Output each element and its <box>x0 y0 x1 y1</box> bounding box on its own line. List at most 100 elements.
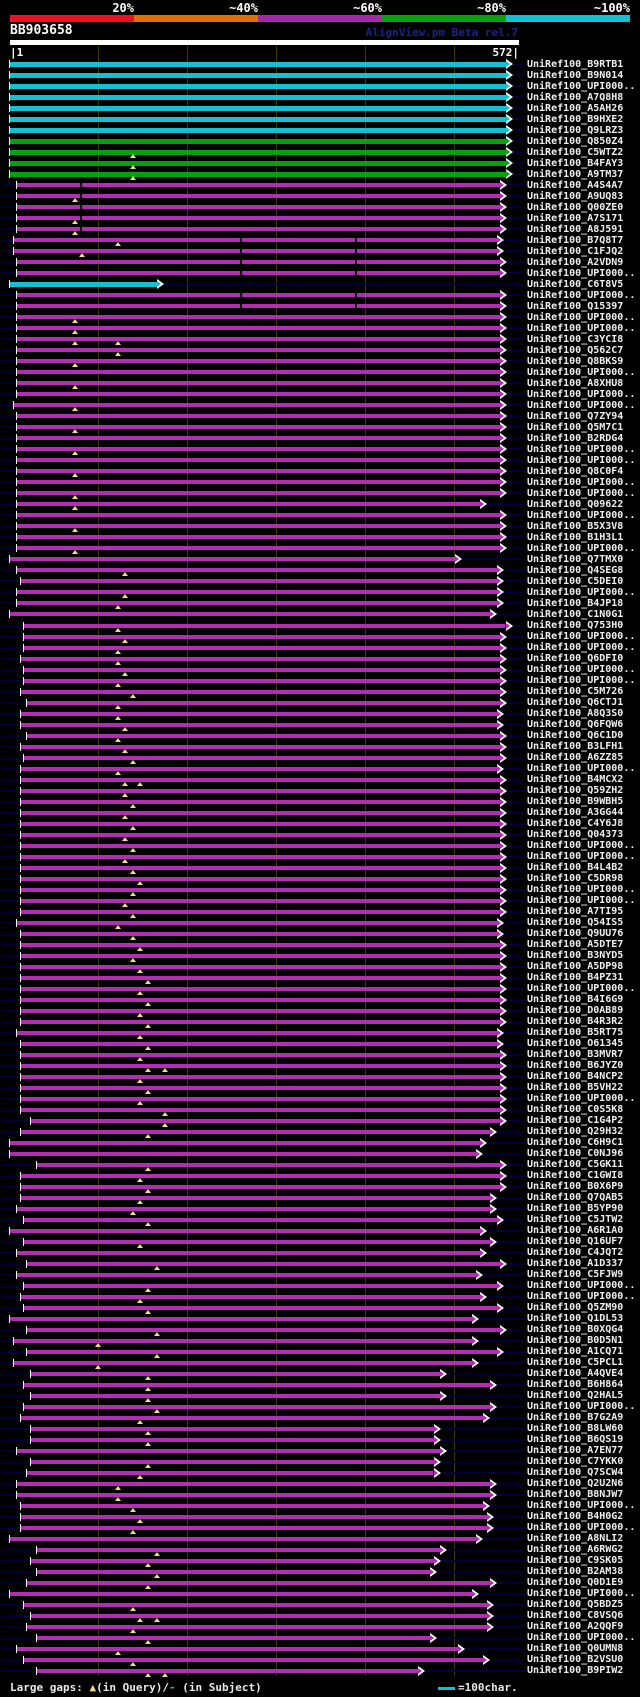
alignment-row[interactable]: UniRef100_UPI000.. <box>0 895 640 907</box>
alignment-row[interactable]: UniRef100_C8VSQ6 <box>0 1610 640 1622</box>
alignment-row[interactable]: UniRef100_B5YP90 <box>0 1203 640 1215</box>
alignment-row[interactable]: UniRef100_A8Q3S0 <box>0 708 640 720</box>
alignment-row[interactable]: UniRef100_C1N0G1 <box>0 609 640 620</box>
alignment-row[interactable]: UniRef100_A5DTE7 <box>0 939 640 951</box>
alignment-row[interactable]: UniRef100_Q00ZE0 <box>0 202 640 213</box>
alignment-row[interactable]: UniRef100_Q54IS5 <box>0 917 640 929</box>
alignment-row[interactable]: UniRef100_C9SK05 <box>0 1555 640 1567</box>
alignment-row[interactable]: UniRef100_A4QVE4 <box>0 1368 640 1380</box>
alignment-row[interactable]: UniRef100_Q562C7 <box>0 345 640 357</box>
alignment-row[interactable]: UniRef100_UPI000.. <box>0 587 640 599</box>
alignment-row[interactable]: UniRef100_UPI000.. <box>0 290 640 301</box>
alignment-row[interactable]: UniRef100_UPI000.. <box>0 1522 640 1534</box>
alignment-row[interactable]: UniRef100_UPI000.. <box>0 488 640 500</box>
alignment-row[interactable]: UniRef100_B7G2A9 <box>0 1412 640 1424</box>
alignment-row[interactable]: UniRef100_B1H3L1 <box>0 532 640 543</box>
alignment-row[interactable]: UniRef100_B0D5N1 <box>0 1335 640 1347</box>
alignment-row[interactable]: UniRef100_Q0D1E9 <box>0 1577 640 1589</box>
alignment-row[interactable]: UniRef100_A3GG44 <box>0 807 640 819</box>
alignment-row[interactable]: UniRef100_B8NJW7 <box>0 1489 640 1501</box>
alignment-row[interactable]: UniRef100_UPI000.. <box>0 1280 640 1292</box>
alignment-row[interactable]: UniRef100_B4JP18 <box>0 598 640 610</box>
alignment-row[interactable]: UniRef100_Q09622 <box>0 499 640 511</box>
alignment-row[interactable]: UniRef100_UPI000.. <box>0 1632 640 1644</box>
alignment-row[interactable]: UniRef100_UPI000.. <box>0 323 640 335</box>
alignment-row[interactable]: UniRef100_B4NCP2 <box>0 1071 640 1083</box>
alignment-row[interactable]: UniRef100_Q2U2N6 <box>0 1478 640 1490</box>
alignment-row[interactable]: UniRef100_A7TI95 <box>0 906 640 918</box>
alignment-row[interactable]: UniRef100_UPI000.. <box>0 983 640 995</box>
alignment-row[interactable]: UniRef100_B9HXE2 <box>0 114 640 125</box>
alignment-row[interactable]: UniRef100_Q04373 <box>0 829 640 841</box>
alignment-row[interactable]: UniRef100_Q59ZH2 <box>0 785 640 797</box>
alignment-row[interactable]: UniRef100_Q7QAB5 <box>0 1192 640 1204</box>
alignment-row[interactable]: UniRef100_B2AM38 <box>0 1566 640 1578</box>
alignment-row[interactable]: UniRef100_Q9UU76 <box>0 928 640 940</box>
alignment-row[interactable]: UniRef100_A7EN77 <box>0 1445 640 1456</box>
alignment-row[interactable]: UniRef100_A5DP98 <box>0 961 640 973</box>
alignment-row[interactable]: UniRef100_C0S5K8 <box>0 1104 640 1116</box>
alignment-row[interactable]: UniRef100_B5VH22 <box>0 1082 640 1094</box>
alignment-row[interactable]: UniRef100_Q6CTJ1 <box>0 697 640 709</box>
alignment-row[interactable]: UniRef100_UPI000.. <box>0 840 640 852</box>
alignment-row[interactable]: UniRef100_C3YCI8 <box>0 334 640 346</box>
alignment-row[interactable]: UniRef100_B9PIW2 <box>0 1665 640 1677</box>
alignment-row[interactable]: UniRef100_C1G4P2 <box>0 1115 640 1127</box>
alignment-row[interactable]: UniRef100_Q0UMN8 <box>0 1643 640 1655</box>
alignment-row[interactable]: UniRef100_Q15397 <box>0 301 640 312</box>
alignment-row[interactable]: UniRef100_UPI000.. <box>0 444 640 456</box>
alignment-row[interactable]: UniRef100_A9TM37 <box>0 169 640 181</box>
alignment-row[interactable]: UniRef100_UPI000.. <box>0 81 640 92</box>
alignment-row[interactable]: UniRef100_Q753H0 <box>0 620 640 632</box>
alignment-row[interactable]: UniRef100_C4Y6J8 <box>0 818 640 830</box>
alignment-row[interactable]: UniRef100_B6QS19 <box>0 1434 640 1446</box>
alignment-row[interactable]: UniRef100_C1FJQ2 <box>0 246 640 258</box>
alignment-row[interactable]: UniRef100_Q4SEG8 <box>0 565 640 577</box>
alignment-row[interactable]: UniRef100_UPI000.. <box>0 763 640 775</box>
alignment-row[interactable]: UniRef100_B4FAY3 <box>0 158 640 170</box>
alignment-row[interactable]: UniRef100_B8LW60 <box>0 1423 640 1435</box>
alignment-row[interactable]: UniRef100_UPI000.. <box>0 389 640 400</box>
alignment-row[interactable]: UniRef100_B2VSU0 <box>0 1654 640 1666</box>
alignment-row[interactable]: UniRef100_B3NYD5 <box>0 950 640 962</box>
alignment-row[interactable]: UniRef100_Q2HAL5 <box>0 1390 640 1402</box>
alignment-row[interactable]: UniRef100_B9RTB1 <box>0 59 640 70</box>
alignment-row[interactable]: UniRef100_Q6DFI0 <box>0 653 640 665</box>
alignment-row[interactable]: UniRef100_A4S4A7 <box>0 180 640 191</box>
alignment-row[interactable]: UniRef100_UPI000.. <box>0 312 640 324</box>
alignment-row[interactable]: UniRef100_UPI000.. <box>0 1588 640 1599</box>
alignment-row[interactable]: UniRef100_B4R3R2 <box>0 1016 640 1028</box>
alignment-row[interactable]: UniRef100_A8J591 <box>0 224 640 236</box>
alignment-row[interactable]: UniRef100_A2QQF9 <box>0 1621 640 1633</box>
alignment-row[interactable]: UniRef100_Q16UF7 <box>0 1236 640 1248</box>
alignment-row[interactable]: UniRef100_UPI000.. <box>0 510 640 521</box>
alignment-row[interactable]: UniRef100_UPI000.. <box>0 664 640 676</box>
alignment-row[interactable]: UniRef100_B0X6P9 <box>0 1181 640 1193</box>
alignment-row[interactable]: UniRef100_UPI000.. <box>0 268 640 279</box>
alignment-row[interactable]: UniRef100_A7Q8H8 <box>0 92 640 103</box>
alignment-row[interactable]: UniRef100_Q5M7C1 <box>0 422 640 434</box>
alignment-row[interactable]: UniRef100_Q7TMX0 <box>0 554 640 565</box>
alignment-row[interactable]: UniRef100_C6H9C1 <box>0 1137 640 1148</box>
alignment-row[interactable]: UniRef100_A9UQ83 <box>0 191 640 203</box>
alignment-row[interactable]: UniRef100_C5WTZ2 <box>0 147 640 159</box>
alignment-row[interactable]: UniRef100_C5DR98 <box>0 873 640 885</box>
alignment-row[interactable]: UniRef100_UPI000.. <box>0 631 640 643</box>
alignment-row[interactable]: UniRef100_UPI000.. <box>0 1093 640 1105</box>
alignment-row[interactable]: UniRef100_B5RT75 <box>0 1027 640 1039</box>
alignment-row[interactable]: UniRef100_A7S171 <box>0 213 640 225</box>
alignment-row[interactable]: UniRef100_UPI000.. <box>0 1500 640 1512</box>
alignment-row[interactable]: UniRef100_Q6FQW6 <box>0 719 640 731</box>
alignment-row[interactable]: UniRef100_B2RDG4 <box>0 433 640 444</box>
alignment-row[interactable]: UniRef100_A6RWG2 <box>0 1544 640 1556</box>
alignment-row[interactable]: UniRef100_C0NJ96 <box>0 1148 640 1159</box>
alignment-row[interactable]: UniRef100_B0XQG4 <box>0 1324 640 1336</box>
alignment-row[interactable]: UniRef100_B4MCX2 <box>0 774 640 786</box>
alignment-row[interactable]: UniRef100_UPI000.. <box>0 455 640 466</box>
alignment-row[interactable]: UniRef100_C1GWI8 <box>0 1170 640 1182</box>
alignment-row[interactable]: UniRef100_C5GK11 <box>0 1159 640 1171</box>
alignment-row[interactable]: UniRef100_B3MVR7 <box>0 1049 640 1061</box>
alignment-row[interactable]: UniRef100_Q6C1D0 <box>0 730 640 742</box>
alignment-row[interactable]: UniRef100_B9N014 <box>0 70 640 81</box>
alignment-row[interactable]: UniRef100_Q9LRZ3 <box>0 125 640 136</box>
